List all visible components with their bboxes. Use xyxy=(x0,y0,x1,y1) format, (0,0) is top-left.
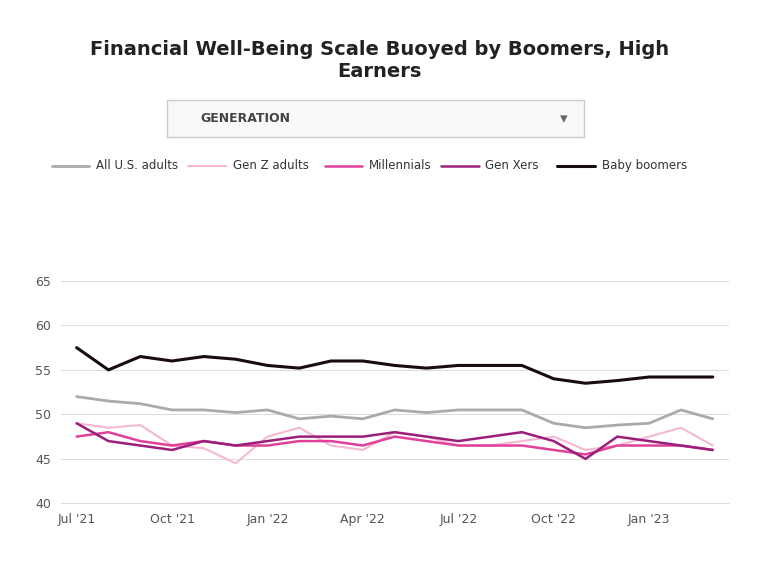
Text: Baby boomers: Baby boomers xyxy=(602,160,687,172)
Text: All U.S. adults: All U.S. adults xyxy=(96,160,178,172)
Text: Millennials: Millennials xyxy=(369,160,432,172)
Text: Financial Well-Being Scale Buoyed by Boomers, High
Earners: Financial Well-Being Scale Buoyed by Boo… xyxy=(90,40,669,81)
Text: GENERATION: GENERATION xyxy=(200,112,291,125)
Text: Gen Xers: Gen Xers xyxy=(486,160,539,172)
Text: Gen Z adults: Gen Z adults xyxy=(233,160,308,172)
Text: ▾: ▾ xyxy=(560,111,568,126)
